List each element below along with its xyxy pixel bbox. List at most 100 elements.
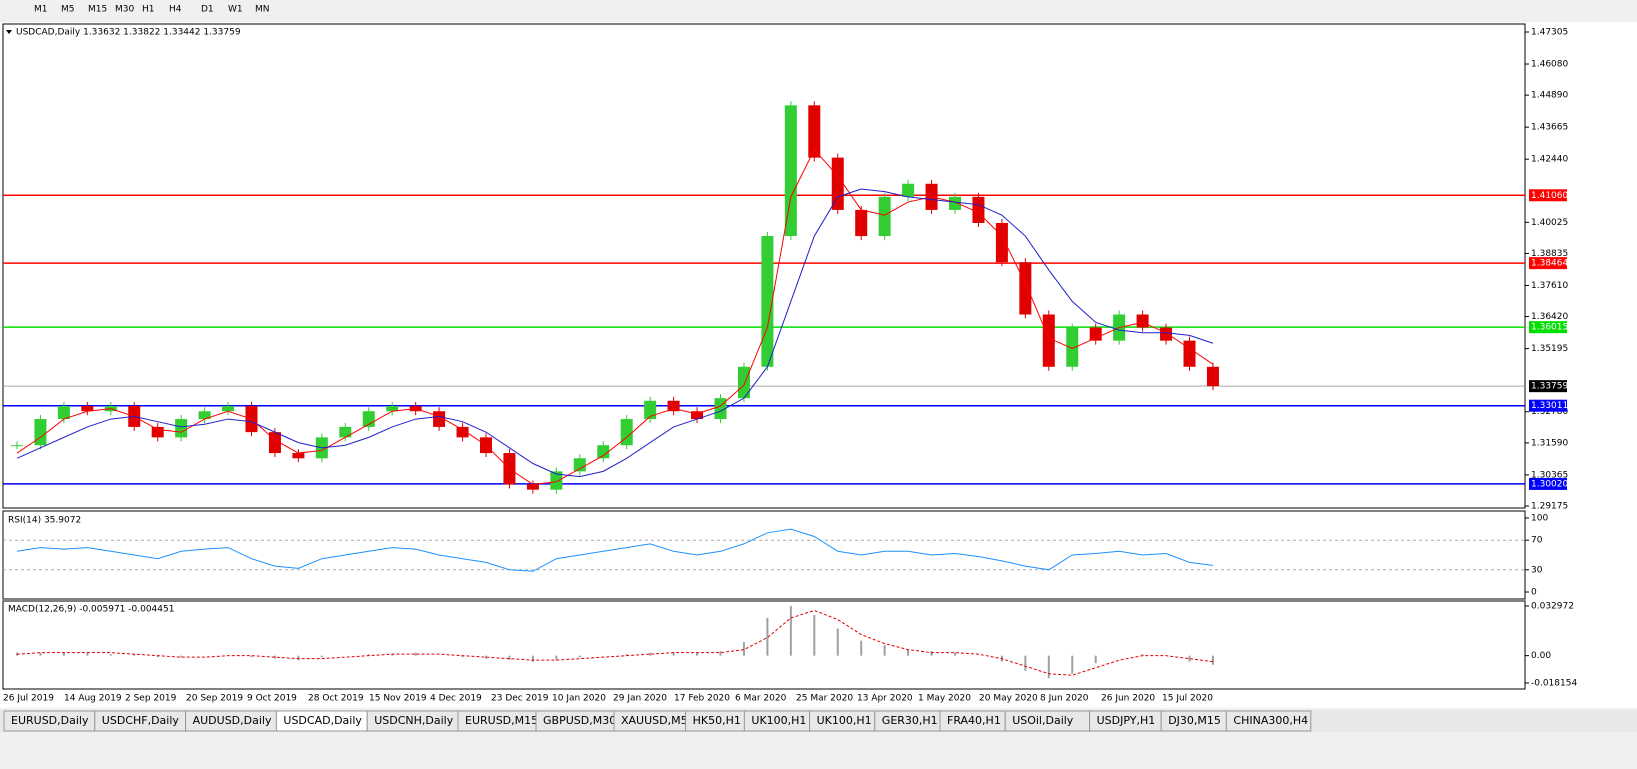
y-tick-label: 0.00	[1531, 651, 1551, 661]
y-tick-label: 1.32780	[1531, 407, 1568, 417]
x-tick-label: 25 Mar 2020	[796, 694, 853, 704]
candle-body	[808, 105, 821, 158]
candle-body	[597, 445, 610, 459]
x-tick-label: 20 May 2020	[979, 694, 1038, 704]
toolbar	[0, 0, 1637, 20]
level-label-bg	[1529, 399, 1567, 412]
timeframe-button[interactable]: W1	[228, 5, 243, 15]
tab-label[interactable]: DJ30,M15	[1168, 714, 1221, 727]
tab-label[interactable]: XAUUSD,M5	[621, 714, 688, 727]
candle-body	[1066, 327, 1079, 367]
timeframe-button[interactable]: M15	[88, 5, 107, 15]
y-tick-label: 1.31590	[1531, 438, 1568, 448]
last-price-label: 1.33759	[1531, 382, 1568, 392]
y-tick-label: 1.40025	[1531, 218, 1568, 228]
level-label-bg	[1529, 257, 1567, 270]
candle-body	[620, 419, 633, 446]
y-tick-label: 1.35195	[1531, 344, 1568, 354]
timeframe-button[interactable]: MN	[255, 5, 270, 15]
x-tick-label: 29 Jan 2020	[613, 694, 667, 704]
tab-label[interactable]: USDCAD,Daily	[283, 714, 362, 727]
timeframe-button[interactable]: H4	[169, 5, 182, 15]
x-tick-label: 26 Jul 2019	[3, 694, 54, 704]
candle-body	[878, 196, 891, 237]
y-tick-label: 1.36420	[1531, 312, 1568, 322]
candle-body	[902, 183, 915, 197]
y-tick-label: 1.47305	[1531, 28, 1568, 38]
x-tick-label: 14 Aug 2019	[64, 694, 122, 704]
tab-label[interactable]: FRA40,H1	[947, 714, 1001, 727]
candle-body	[175, 419, 188, 438]
x-tick-label: 6 Mar 2020	[735, 694, 787, 704]
y-tick-label: 1.42440	[1531, 155, 1568, 165]
tab-label[interactable]: HK50,H1	[693, 714, 741, 727]
tab-label[interactable]: USOil,Daily	[1012, 714, 1074, 727]
level-label: 1.33011	[1531, 401, 1568, 411]
timeframe-button[interactable]: M30	[115, 5, 134, 15]
x-tick-label: 8 Jun 2020	[1040, 694, 1089, 704]
price-panel	[2, 23, 1526, 509]
x-tick-label: 2 Sep 2019	[125, 694, 177, 704]
candle-body	[855, 209, 868, 237]
y-tick-label: 0.032972	[1531, 602, 1574, 612]
level-label: 1.38464	[1531, 259, 1568, 269]
candle-body	[57, 405, 70, 420]
tab-label[interactable]: USDJPY,H1	[1097, 714, 1156, 727]
x-tick-label: 13 Apr 2020	[857, 694, 913, 704]
x-tick-label: 28 Oct 2019	[308, 694, 364, 704]
timeframe-button[interactable]: M1	[34, 5, 48, 15]
macd-title: MACD(12,26,9) -0.005971 -0.004451	[8, 605, 174, 615]
menu-arrow	[6, 30, 12, 34]
candle-body	[737, 366, 750, 399]
x-tick-label: 26 Jun 2020	[1101, 694, 1155, 704]
tab-label[interactable]: GBPUSD,M30	[543, 714, 616, 727]
tab[interactable]	[1225, 710, 1312, 732]
moving-average	[16, 148, 1214, 485]
x-tick-label: 17 Feb 2020	[674, 694, 730, 704]
level-label: 1.41060	[1531, 191, 1568, 201]
candle-body	[11, 445, 23, 447]
candle-body	[972, 196, 985, 223]
tab-label[interactable]: CHINA300,H4	[1233, 714, 1308, 727]
tab-label[interactable]: GER30,H1	[882, 714, 938, 727]
x-tick-label: 9 Oct 2019	[247, 694, 297, 704]
y-tick-label: 1.29175	[1531, 502, 1568, 512]
rsi-line	[16, 528, 1214, 572]
x-tick-label: 15 Nov 2019	[369, 694, 427, 704]
last-price-bg	[1529, 380, 1567, 393]
tab-label[interactable]: UK100,H1	[751, 714, 806, 727]
candle-body	[198, 411, 211, 420]
timeframe-button[interactable]: H1	[142, 5, 155, 15]
candle-body	[292, 453, 305, 459]
tab-label[interactable]: USDCNH,Daily	[374, 714, 454, 727]
timeframe-button[interactable]: M5	[61, 5, 75, 15]
candle-body	[1042, 314, 1055, 367]
candle-body	[456, 426, 469, 438]
tab-label[interactable]: USDCHF,Daily	[102, 714, 180, 727]
y-tick-label: 100	[1531, 514, 1548, 524]
y-tick-label: 1.44890	[1531, 91, 1568, 101]
tab-label[interactable]: UK100,H1	[817, 714, 872, 727]
candle-body	[386, 405, 399, 412]
y-tick-label: 1.46080	[1531, 60, 1568, 70]
x-tick-label: 23 Dec 2019	[491, 694, 549, 704]
tab-label[interactable]: EURUSD,Daily	[11, 714, 89, 727]
candle-body	[222, 405, 235, 412]
candle-body	[1183, 340, 1196, 367]
candle-body	[949, 196, 961, 210]
timeframe-button[interactable]: D1	[201, 5, 214, 15]
tab-label[interactable]: AUDUSD,Daily	[193, 714, 272, 727]
y-tick-label: 1.37610	[1531, 281, 1568, 291]
x-tick-label: 4 Dec 2019	[430, 694, 482, 704]
y-tick-label: 1.43665	[1531, 123, 1568, 133]
y-tick-label: 1.30365	[1531, 470, 1568, 480]
x-tick-label: 15 Jul 2020	[1162, 694, 1213, 704]
y-tick-label: 30	[1531, 565, 1543, 575]
candle-body	[151, 426, 164, 438]
candle-body	[81, 405, 94, 412]
candle-body	[644, 400, 657, 420]
y-tick-label: 1.38835	[1531, 249, 1568, 259]
tab-label[interactable]: EURUSD,M15	[465, 714, 538, 727]
